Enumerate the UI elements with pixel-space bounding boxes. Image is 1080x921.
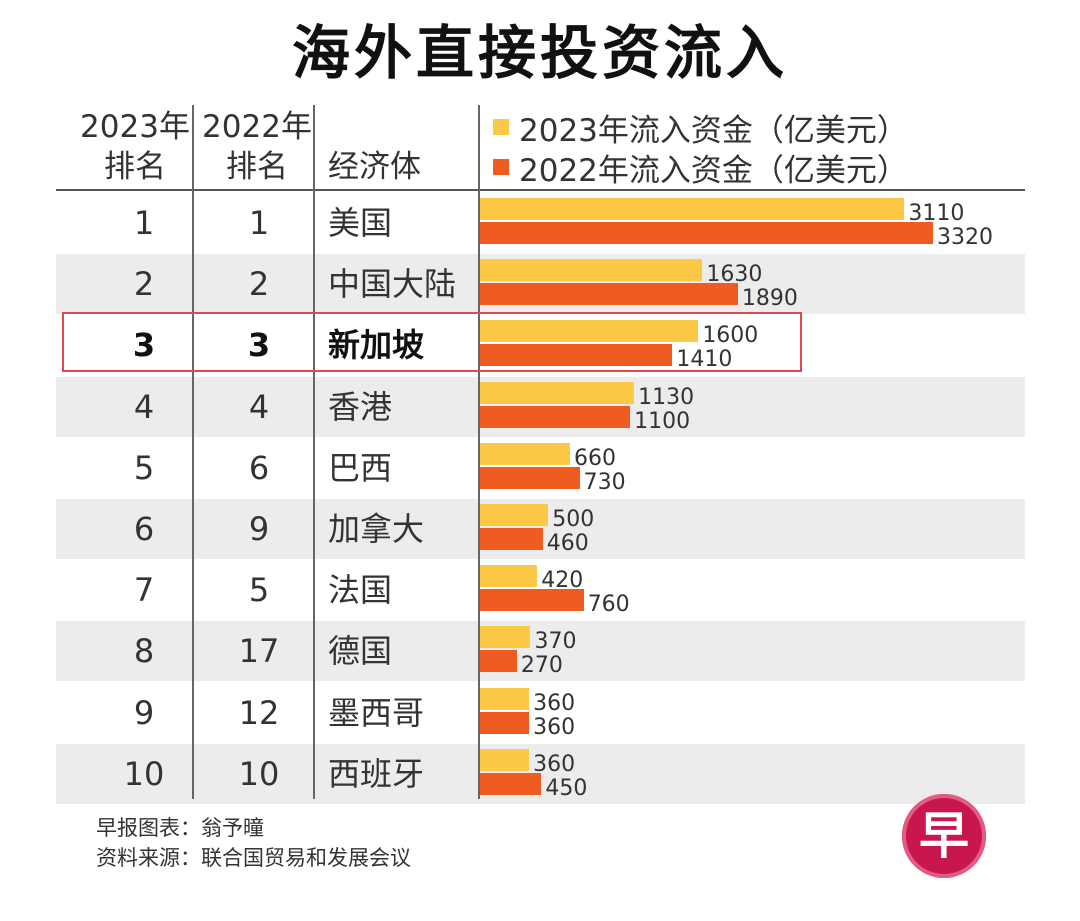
bar-2022 — [480, 222, 933, 244]
legend-swatch-2022 — [493, 159, 509, 175]
rank-2023: 3 — [132, 326, 156, 365]
data-label-2022: 1100 — [634, 408, 691, 434]
economy-label: 西班牙 — [328, 754, 425, 793]
column-divider-1 — [192, 105, 194, 799]
economy-label: 法国 — [328, 571, 393, 610]
data-label-2022: 450 — [545, 775, 588, 801]
header-economy: 经济体 — [328, 149, 421, 185]
rank-2023: 2 — [133, 265, 155, 304]
data-label-2022: 760 — [587, 592, 630, 618]
rank-2022: 6 — [248, 448, 270, 487]
table-row: 5 6 巴西 — [56, 438, 1025, 498]
data-label-2023: 500 — [552, 507, 595, 532]
column-divider-3 — [478, 105, 480, 799]
economy-label: 墨西哥 — [328, 693, 425, 732]
bar-2022 — [480, 528, 543, 550]
table-row: 8 17 德国 — [56, 621, 1025, 682]
bar-2023 — [480, 748, 530, 771]
rank-2023: 9 — [133, 693, 155, 732]
economy-label: 加拿大 — [328, 510, 425, 548]
rank-2023: 6 — [133, 510, 155, 548]
rank-2022: 5 — [248, 571, 270, 610]
rank-2023: 4 — [133, 387, 155, 426]
header-rank-2023: 2023年 排名 — [70, 107, 200, 187]
bar-2023 — [480, 565, 538, 588]
zaobao-logo: 早 — [902, 794, 986, 878]
table-row: 3 3 新加坡 — [56, 315, 1025, 375]
bar-2023 — [480, 259, 703, 282]
header-rank-2023-line1: 2023年 — [80, 109, 190, 145]
legend-label-2022: 2022年流入资金（亿美元） — [519, 152, 908, 189]
data-label-2023: 360 — [533, 751, 576, 777]
chart-title: 海外直接投资流入 — [291, 19, 788, 87]
data-label-2023: 660 — [574, 445, 617, 471]
header-rank-2023-line2: 排名 — [104, 149, 166, 185]
economy-label: 新加坡 — [328, 326, 425, 365]
legend-item-2022: 2022年流入资金（亿美元） — [493, 147, 908, 189]
rank-2023: 1 — [133, 204, 155, 242]
highlight-box-singapore — [62, 312, 802, 372]
rank-2022: 10 — [238, 754, 280, 793]
legend-label-2023: 2023年流入资金（亿美元） — [519, 112, 908, 149]
footer-credit: 早报图表：翁予曈 — [96, 816, 264, 840]
bar-2022 — [480, 466, 580, 489]
header-rank-2022: 2022年 排名 — [192, 107, 322, 187]
data-label-2023: 1130 — [638, 384, 695, 410]
rank-2022: 9 — [248, 510, 270, 548]
header-rank-2022-line2: 排名 — [226, 149, 288, 185]
bar-2022 — [480, 405, 631, 428]
table-row: 9 12 墨西哥 — [56, 683, 1025, 743]
bar-2023 — [480, 381, 635, 404]
bar-2023 — [480, 687, 530, 710]
rank-2023: 8 — [133, 632, 155, 671]
bar-2023 — [480, 504, 549, 526]
economy-label: 香港 — [328, 387, 393, 426]
data-label-2022: 1410 — [676, 347, 733, 373]
rank-2022: 1 — [248, 204, 270, 242]
rank-2022: 17 — [238, 632, 280, 671]
data-label-2022: 1890 — [741, 286, 798, 312]
rank-2023: 7 — [133, 571, 155, 610]
data-label-2022: 730 — [583, 469, 626, 495]
table-row: 7 5 法国 — [56, 560, 1025, 620]
economy-label: 德国 — [328, 632, 393, 671]
rank-2022: 4 — [248, 387, 270, 426]
rank-2023: 10 — [123, 754, 165, 793]
data-label-2022: 3320 — [937, 225, 993, 250]
bar-2022 — [480, 772, 542, 795]
data-label-2023: 1600 — [702, 323, 759, 349]
legend-swatch-2023 — [493, 119, 509, 135]
header-rank-2022-line1: 2022年 — [202, 109, 312, 145]
bar-2023 — [480, 442, 571, 465]
data-label-2023: 370 — [534, 629, 577, 655]
data-label-2022: 460 — [546, 531, 589, 556]
table-row: 1 1 美国 — [56, 193, 1025, 253]
rank-2022: 12 — [238, 693, 280, 732]
rank-2023: 5 — [133, 448, 155, 487]
data-label-2023: 3110 — [908, 201, 965, 226]
header-divider — [56, 189, 1025, 191]
bar-2022 — [480, 283, 738, 306]
data-label-2023: 420 — [541, 568, 584, 594]
legend-item-2023: 2023年流入资金（亿美元） — [493, 107, 908, 149]
rank-2022: 3 — [247, 326, 271, 365]
bar-2022 — [480, 711, 530, 734]
data-label-2022: 360 — [533, 714, 576, 740]
economy-label: 巴西 — [328, 448, 393, 487]
bar-2023 — [480, 320, 699, 343]
economy-label: 美国 — [328, 204, 393, 242]
bar-2022 — [480, 650, 517, 673]
bar-2022 — [480, 344, 673, 367]
column-divider-2 — [313, 105, 315, 799]
economy-label: 中国大陆 — [328, 265, 457, 304]
bar-2022 — [480, 589, 584, 612]
footer-source: 资料来源：联合国贸易和发展会议 — [96, 846, 411, 870]
data-label-2022: 270 — [520, 653, 563, 679]
data-label-2023: 360 — [533, 690, 576, 716]
bar-2023 — [480, 198, 905, 220]
data-label-2023: 1630 — [706, 262, 763, 288]
rank-2022: 2 — [248, 265, 270, 304]
bar-2023 — [480, 626, 531, 649]
